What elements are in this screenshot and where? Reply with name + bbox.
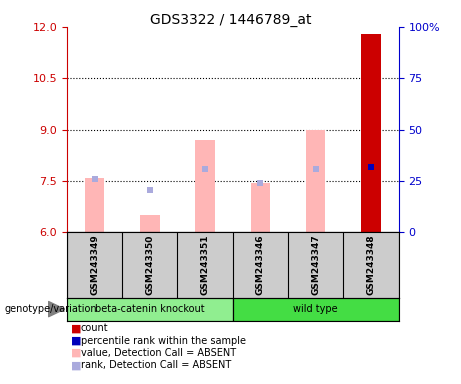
Text: GSM243346: GSM243346 <box>256 235 265 295</box>
Bar <box>251 183 270 232</box>
Bar <box>67 298 233 321</box>
Bar <box>361 34 381 232</box>
Text: GSM243347: GSM243347 <box>311 235 320 295</box>
Text: GSM243351: GSM243351 <box>201 235 210 295</box>
Text: count: count <box>81 323 108 333</box>
Text: GDS3322 / 1446789_at: GDS3322 / 1446789_at <box>150 13 311 27</box>
Text: wild type: wild type <box>294 304 338 314</box>
Text: percentile rank within the sample: percentile rank within the sample <box>81 336 246 346</box>
Bar <box>140 215 160 232</box>
Bar <box>306 130 325 232</box>
Text: GSM243350: GSM243350 <box>145 235 154 295</box>
Text: rank, Detection Call = ABSENT: rank, Detection Call = ABSENT <box>81 360 231 370</box>
Bar <box>195 140 215 232</box>
Text: value, Detection Call = ABSENT: value, Detection Call = ABSENT <box>81 348 236 358</box>
Text: ■: ■ <box>71 360 82 370</box>
Text: GSM243349: GSM243349 <box>90 235 99 295</box>
Text: GSM243348: GSM243348 <box>366 235 376 295</box>
Bar <box>85 177 104 232</box>
Text: genotype/variation: genotype/variation <box>5 304 97 314</box>
Bar <box>233 298 399 321</box>
Text: ■: ■ <box>71 323 82 333</box>
Text: beta-catenin knockout: beta-catenin knockout <box>95 304 205 314</box>
Text: ■: ■ <box>71 336 82 346</box>
Text: ■: ■ <box>71 348 82 358</box>
Polygon shape <box>48 301 65 317</box>
